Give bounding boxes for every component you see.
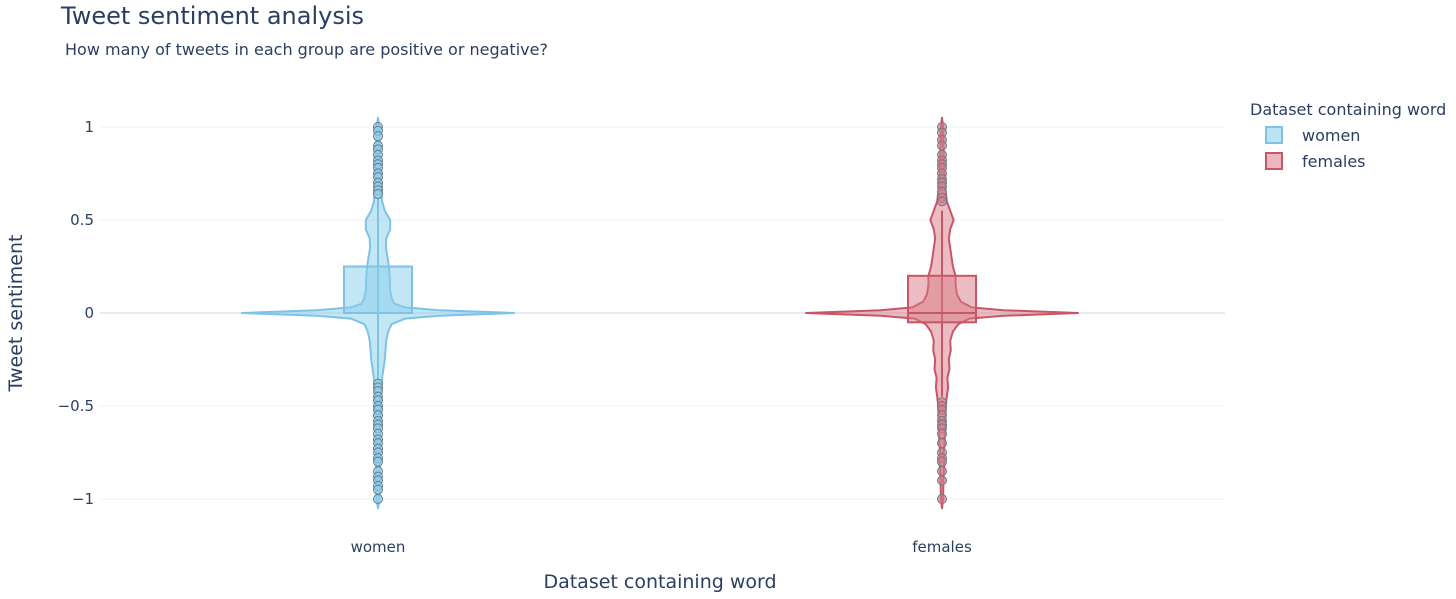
outlier-point <box>373 494 383 504</box>
legend-title: Dataset containing word <box>1250 100 1446 119</box>
y-tick-label: 0.5 <box>70 211 94 229</box>
x-tick-label: females <box>912 538 972 556</box>
x-axis-title: Dataset containing word <box>543 571 776 593</box>
outlier-point <box>373 456 383 467</box>
x-axis-ticks: women females <box>351 538 972 556</box>
y-axis-ticks: 1 0.5 0 −0.5 −1 <box>58 118 94 508</box>
chart-title: Tweet sentiment analysis <box>61 2 365 30</box>
outlier-point <box>373 188 383 199</box>
y-tick-label: 1 <box>84 118 94 136</box>
outlier-point <box>937 466 947 477</box>
legend: Dataset containing word women females <box>1250 100 1446 171</box>
outlier-point <box>373 484 383 495</box>
box <box>907 274 977 324</box>
outlier-point <box>937 428 947 439</box>
outlier-point <box>937 475 947 486</box>
violin-series <box>241 116 1079 510</box>
outlier-point <box>937 438 947 449</box>
y-tick-label: −1 <box>72 490 94 508</box>
y-axis-title: Tweet sentiment <box>5 235 27 393</box>
outlier-point <box>937 140 947 151</box>
legend-swatch <box>1265 152 1283 170</box>
violin-women <box>241 116 515 510</box>
outlier-point <box>937 196 947 207</box>
y-tick-label: 0 <box>84 304 94 322</box>
legend-label: females <box>1302 152 1366 171</box>
box <box>343 265 413 314</box>
x-tick-label: women <box>351 538 406 556</box>
outlier-point <box>937 494 947 504</box>
chart-subtitle: How many of tweets in each group are pos… <box>65 40 548 59</box>
y-tick-label: −0.5 <box>58 397 94 415</box>
legend-swatch <box>1265 126 1283 144</box>
outlier-point <box>937 456 947 467</box>
violin-females <box>805 116 1079 510</box>
legend-label: women <box>1302 126 1360 145</box>
outlier-point <box>373 131 383 142</box>
